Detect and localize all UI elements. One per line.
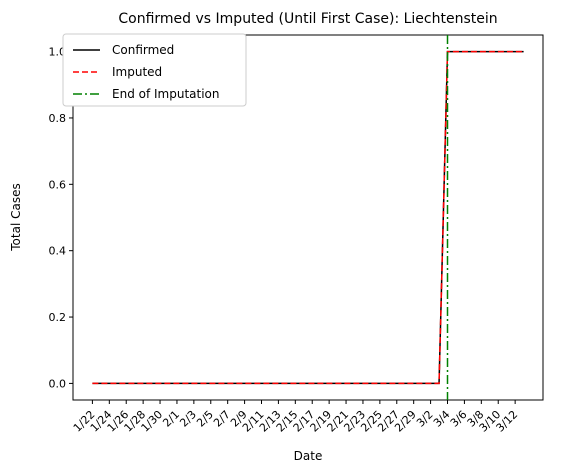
y-tick-label: 0.2 [49, 311, 67, 324]
legend-box [62, 33, 247, 107]
y-tick-label: 0.8 [49, 112, 67, 125]
legend-label: End of Imputation [112, 87, 220, 101]
x-axis-ticks: 1/221/241/261/281/302/12/32/52/72/92/112… [71, 400, 520, 435]
y-tick-label: 0.0 [49, 377, 67, 390]
y-axis-ticks: 0.0 0.2 0.4 0.6 0.8 1.0 [49, 46, 73, 390]
y-tick-label: 1.0 [49, 46, 67, 59]
series-line-imputed [92, 50, 524, 385]
legend-label: Imputed [112, 65, 162, 79]
series-lines [92, 35, 524, 400]
x-axis-label: Date [294, 449, 323, 463]
chart-title: Confirmed vs Imputed (Until First Case):… [118, 11, 497, 27]
legend: Confirmed Imputed End of Imputation [62, 33, 247, 107]
legend-label: Confirmed [112, 43, 174, 57]
y-axis-label: Total Cases [9, 183, 23, 251]
plot-area [72, 34, 544, 401]
y-tick-label: 0.6 [49, 178, 67, 191]
y-tick-label: 0.4 [49, 245, 67, 258]
